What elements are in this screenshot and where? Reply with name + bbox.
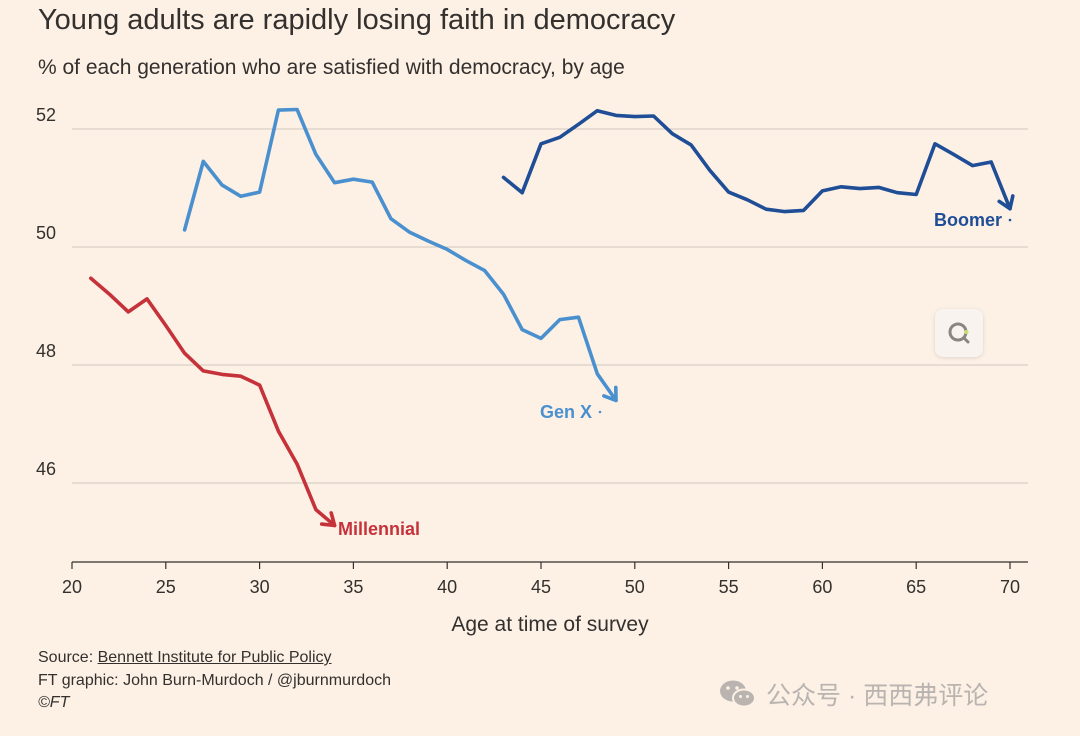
y-tick-label: 52	[36, 105, 56, 125]
x-tick-label: 60	[812, 577, 832, 597]
x-tick-label: 30	[250, 577, 270, 597]
watermark-text: 公众号 · 西西弗评论	[766, 682, 989, 710]
chart-title: Young adults are rapidly losing faith in…	[38, 4, 676, 36]
x-tick-label: 25	[156, 577, 176, 597]
series-label-gen-x: Gen X	[540, 402, 592, 422]
source-line: Source: Bennett Institute for Public Pol…	[38, 649, 332, 667]
floating-search-button[interactable]	[935, 309, 983, 357]
series-line-gen-x	[182, 107, 618, 403]
x-tick-label: 40	[437, 577, 457, 597]
series-label-dot	[598, 410, 602, 414]
series-label-millennial: Millennial	[338, 519, 420, 539]
line-chart: 46 48 50 52 20 25 30 35 40 45 50 55 60 65 70 Age at tim…	[36, 105, 1028, 636]
source-prefix: Source:	[38, 649, 98, 666]
search-icon	[948, 322, 970, 344]
y-tick-label: 46	[36, 459, 56, 479]
chart-subtitle: % of each generation who are satisfied w…	[38, 56, 625, 79]
series-label-dot	[1008, 218, 1012, 222]
graphic-credit: FT graphic: John Burn-Murdoch / @jburnmu…	[38, 672, 391, 689]
x-tick-label: 70	[1000, 577, 1020, 597]
x-axis-label: Age at time of survey	[451, 613, 649, 636]
watermark: 公众号 · 西西弗评论	[718, 676, 988, 712]
x-tick-label: 35	[343, 577, 363, 597]
series-line-boomer	[501, 108, 1012, 214]
x-tick-label: 50	[625, 577, 645, 597]
series-arrow-boomer	[997, 194, 1015, 211]
copyright: ©FT	[38, 694, 70, 711]
series-line-millennial	[89, 276, 337, 528]
wechat-icon	[720, 680, 756, 708]
series-arrow-gen-x	[602, 385, 618, 403]
series-arrow-millennial	[319, 511, 337, 528]
x-tick-label: 55	[719, 577, 739, 597]
x-tick-label: 20	[62, 577, 82, 597]
y-tick-label: 48	[36, 341, 56, 361]
source-link[interactable]: Bennett Institute for Public Policy	[97, 649, 332, 666]
series-label-boomer: Boomer	[934, 210, 1002, 230]
x-tick-label: 65	[906, 577, 926, 597]
x-tick-label: 45	[531, 577, 551, 597]
y-tick-label: 50	[36, 223, 56, 243]
